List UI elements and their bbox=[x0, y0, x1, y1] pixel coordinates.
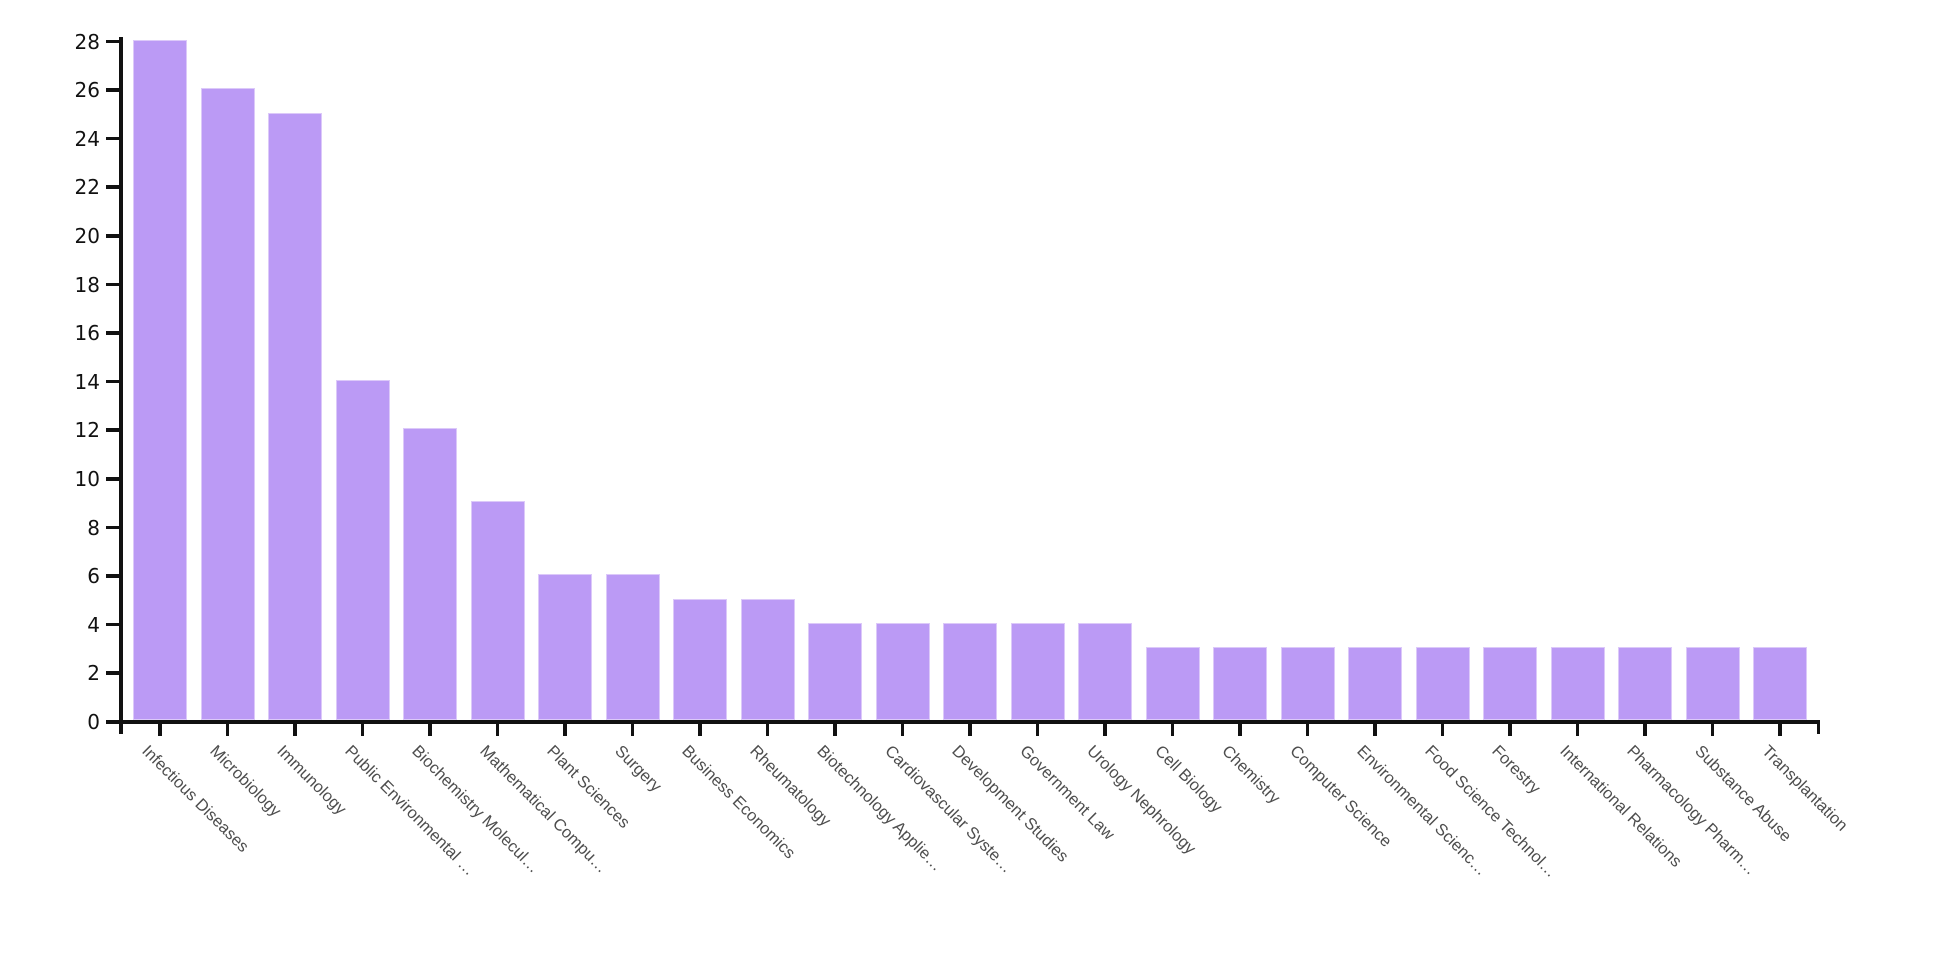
y-tick bbox=[106, 477, 119, 481]
y-tick bbox=[106, 622, 119, 627]
y-tick bbox=[106, 574, 119, 578]
y-tick-label: 20 bbox=[74, 224, 100, 248]
x-tick bbox=[495, 722, 500, 736]
bar bbox=[268, 112, 322, 720]
y-tick bbox=[106, 331, 119, 335]
bar bbox=[1145, 647, 1200, 720]
bar bbox=[1618, 647, 1672, 720]
x-tick-label-text: Cell Biology bbox=[1150, 742, 1226, 817]
bar bbox=[538, 574, 592, 720]
x-tick-label-text: Pharmacology Pharm… bbox=[1623, 742, 1760, 879]
y-tick-label: 24 bbox=[74, 126, 100, 151]
y-tick bbox=[106, 720, 119, 724]
x-tick bbox=[1035, 722, 1040, 736]
x-tick bbox=[1305, 722, 1310, 736]
x-tick bbox=[1440, 722, 1445, 736]
x-tick bbox=[225, 722, 230, 736]
y-tick bbox=[106, 88, 119, 92]
bar bbox=[200, 88, 255, 720]
x-tick bbox=[360, 722, 365, 736]
x-tick bbox=[1778, 722, 1782, 736]
x-tick bbox=[1575, 722, 1580, 736]
x-tick bbox=[1373, 722, 1377, 736]
x-tick bbox=[968, 722, 972, 736]
bar bbox=[1280, 647, 1335, 720]
y-tick-label: 14 bbox=[74, 369, 100, 394]
x-tick-label-text: Biochemistry Molecul… bbox=[408, 742, 543, 877]
x-tick-label-text: Development Studies bbox=[948, 742, 1072, 866]
x-tick-label-text: Environmental Scienc… bbox=[1353, 742, 1491, 880]
x-tick-label-text: International Relations bbox=[1555, 742, 1685, 871]
bar bbox=[470, 501, 525, 720]
x-tick bbox=[1508, 722, 1512, 736]
x-tick-label-text: Biotechnology Applie… bbox=[813, 742, 946, 875]
x-axis-end-tick bbox=[1816, 720, 1820, 734]
y-tick-label: 6 bbox=[87, 564, 100, 589]
bar bbox=[605, 574, 660, 720]
y-tick bbox=[106, 671, 119, 675]
x-tick-label-text: Business Economics bbox=[678, 742, 799, 863]
x-tick-label-text: Public Environmental … bbox=[340, 742, 479, 880]
bar bbox=[1550, 647, 1605, 720]
y-tick bbox=[106, 39, 119, 44]
bar bbox=[1010, 622, 1065, 720]
x-tick-label-text: Surgery bbox=[610, 742, 665, 796]
bar bbox=[943, 622, 997, 720]
x-tick bbox=[563, 722, 567, 736]
y-tick-label: 0 bbox=[87, 710, 100, 734]
x-tick-label-text: Cardiovascular Syste… bbox=[880, 742, 1016, 877]
y-axis-line bbox=[119, 37, 123, 734]
bar bbox=[1078, 622, 1132, 720]
x-tick bbox=[1710, 722, 1715, 736]
x-tick bbox=[900, 722, 905, 736]
y-tick bbox=[106, 379, 119, 384]
x-tick bbox=[833, 722, 837, 736]
x-tick bbox=[1170, 722, 1175, 736]
x-tick-label-text: Food Science Technol… bbox=[1420, 742, 1560, 881]
bar bbox=[133, 39, 187, 720]
x-tick-label-text: Mathematical Compu… bbox=[475, 742, 611, 877]
y-tick-label: 4 bbox=[87, 612, 100, 637]
x-tick bbox=[1103, 722, 1107, 736]
y-tick bbox=[106, 428, 119, 432]
bar bbox=[1685, 647, 1740, 720]
x-tick bbox=[428, 722, 432, 736]
bar bbox=[740, 598, 795, 720]
bar bbox=[1483, 647, 1537, 720]
y-tick-label: 26 bbox=[74, 78, 100, 103]
x-tick bbox=[698, 722, 702, 736]
y-tick-label: 22 bbox=[74, 175, 100, 200]
x-tick bbox=[293, 722, 297, 736]
bar bbox=[403, 428, 457, 720]
y-tick bbox=[106, 185, 119, 189]
y-tick bbox=[106, 525, 119, 530]
y-tick bbox=[106, 136, 119, 141]
x-tick bbox=[765, 722, 770, 736]
x-tick bbox=[1643, 722, 1647, 736]
x-tick bbox=[158, 722, 162, 736]
y-tick-label: 10 bbox=[74, 467, 100, 491]
x-tick bbox=[630, 722, 635, 736]
y-tick-label: 8 bbox=[87, 515, 100, 540]
bar bbox=[1213, 647, 1267, 720]
y-tick-label: 2 bbox=[87, 661, 100, 686]
y-tick-label: 12 bbox=[74, 418, 100, 443]
bar bbox=[1348, 647, 1402, 720]
y-tick-label: 18 bbox=[74, 272, 100, 297]
bar bbox=[1753, 647, 1807, 720]
y-tick-label: 16 bbox=[74, 321, 100, 346]
bar bbox=[1415, 647, 1470, 720]
x-tick-label-text: Forestry bbox=[1488, 742, 1544, 798]
y-tick bbox=[106, 282, 119, 287]
x-tick bbox=[1238, 722, 1242, 736]
bar bbox=[875, 622, 930, 720]
y-tick-label: 28 bbox=[74, 29, 100, 54]
x-tick-label-text: Chemistry bbox=[1218, 742, 1284, 808]
bar bbox=[335, 379, 390, 720]
y-tick bbox=[106, 234, 119, 238]
bar bbox=[808, 622, 862, 720]
bar bbox=[673, 598, 727, 720]
